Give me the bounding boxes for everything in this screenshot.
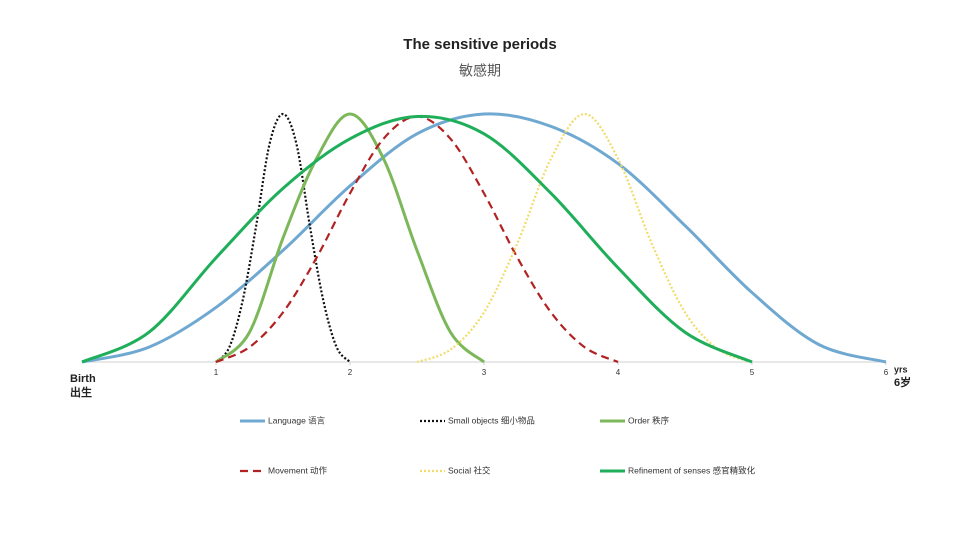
end-label: yrs	[894, 364, 908, 374]
x-tick-label: 2	[348, 368, 353, 377]
legend-label: Social 社交	[448, 465, 491, 475]
x-tick-label: 3	[482, 368, 487, 377]
x-tick-label: 6	[884, 368, 889, 377]
x-tick-label: 4	[616, 368, 621, 377]
series-line	[416, 112, 753, 364]
x-tick-label: 1	[214, 368, 219, 377]
chart-subtitle: 敏感期	[459, 63, 501, 79]
series-line	[81, 112, 887, 364]
legend-label: Language 语言	[268, 415, 326, 425]
series-line	[215, 112, 351, 363]
legend-label: Movement 动作	[268, 465, 328, 475]
start-label: Birth	[70, 373, 96, 385]
series-line	[215, 115, 619, 364]
series-line	[81, 114, 753, 364]
series-line	[215, 112, 485, 364]
x-tick-label: 5	[750, 368, 755, 377]
legend-label: Refinement of senses 感官精致化	[628, 465, 756, 475]
end-label-cn: 6岁	[894, 375, 911, 389]
legend-label: Order 秩序	[628, 415, 670, 425]
start-label-cn: 出生	[70, 385, 92, 399]
chart-title: The sensitive periods	[403, 36, 556, 53]
legend-label: Small objects 细小物品	[448, 415, 535, 425]
